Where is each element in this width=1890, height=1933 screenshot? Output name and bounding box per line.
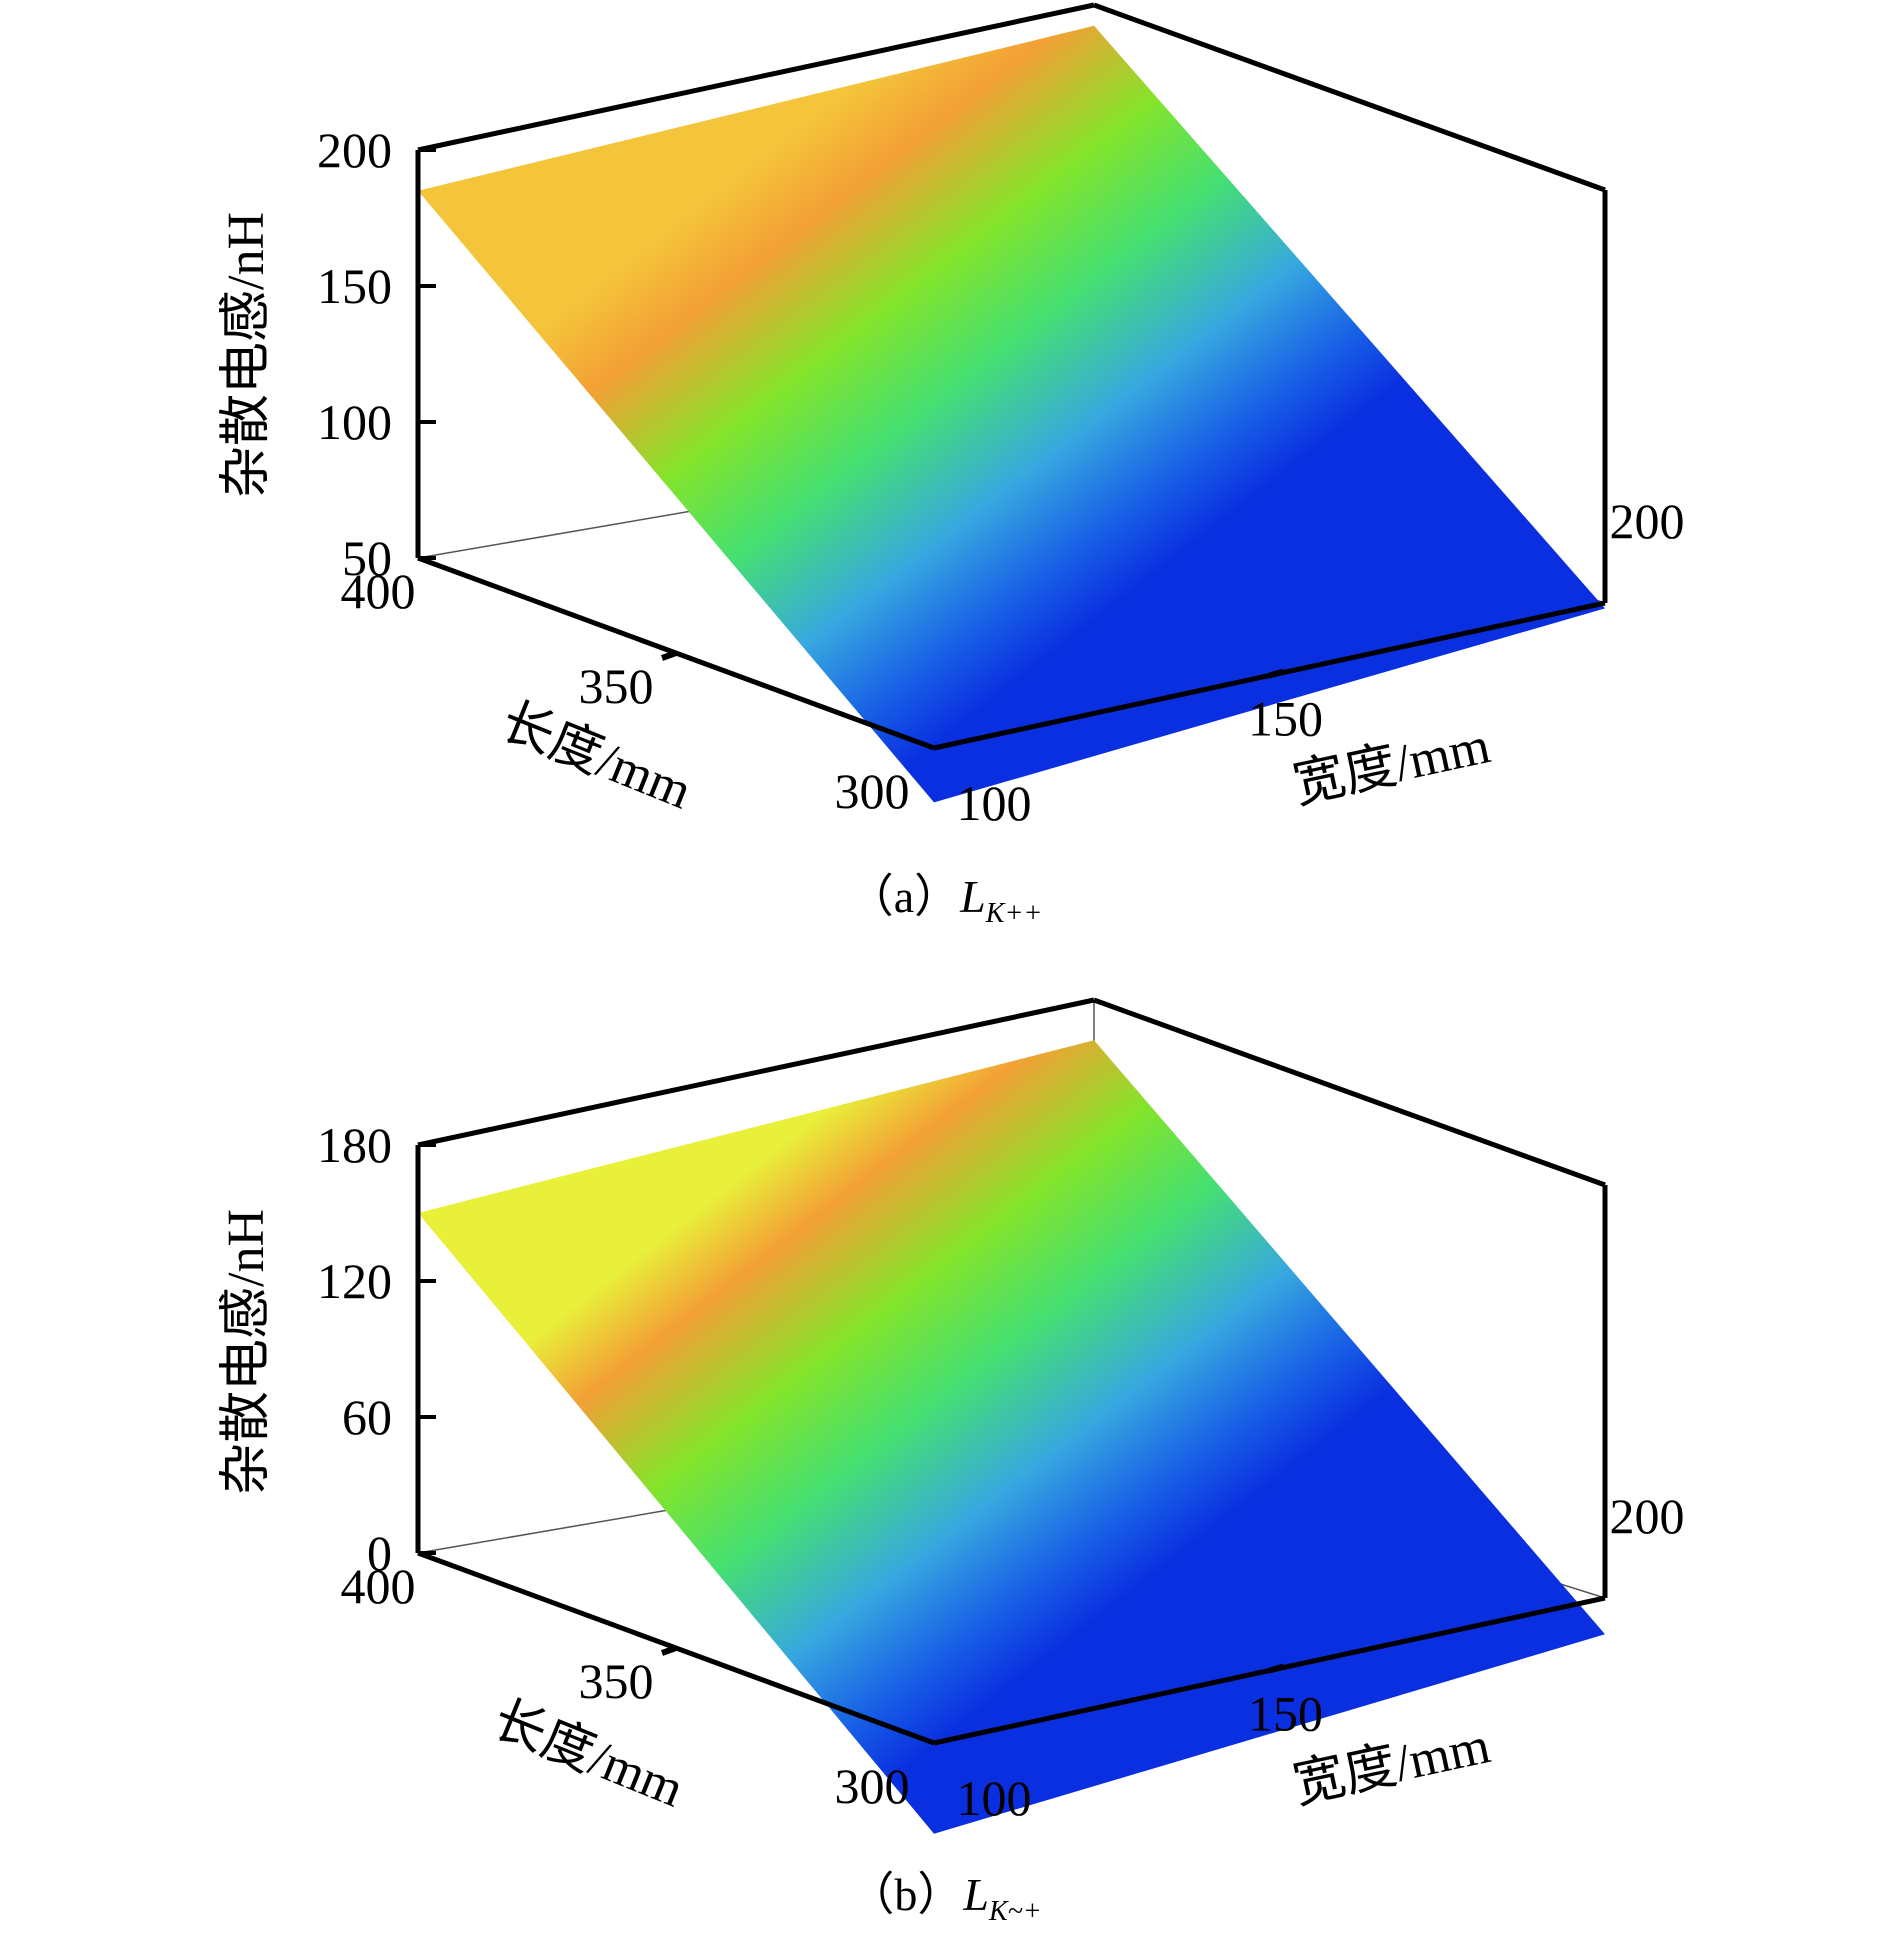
z-ticks: 0 60 120 180 bbox=[317, 1117, 436, 1581]
y-tick-label: 350 bbox=[579, 1653, 654, 1709]
caption-prefix: （a） bbox=[848, 871, 960, 922]
y-tick bbox=[660, 1645, 678, 1656]
y-tick-label: 350 bbox=[579, 658, 654, 714]
y-axis-label: 长度/mm bbox=[485, 1691, 691, 1819]
caption-var: L bbox=[959, 871, 986, 922]
x-tick-label: 200 bbox=[1610, 1488, 1685, 1544]
caption: （a）LK++ bbox=[848, 871, 1042, 929]
z-tick-label: 100 bbox=[317, 394, 392, 450]
z-axis-label: 杂散电感/nH bbox=[218, 1209, 275, 1495]
z-tick-label: 60 bbox=[342, 1389, 392, 1445]
z-tick-label: 120 bbox=[317, 1253, 392, 1309]
z-tick-label: 200 bbox=[317, 122, 392, 178]
z-axis-label: 杂散电感/nH bbox=[218, 212, 275, 498]
x-ticks: 100 150 200 bbox=[957, 493, 1685, 831]
surface bbox=[418, 1040, 1605, 1834]
x-tick-label: 100 bbox=[957, 1770, 1032, 1826]
z-tick-label: 50 bbox=[342, 530, 392, 586]
z-ticks: 50 100 150 200 bbox=[317, 122, 436, 586]
caption-sub: K++ bbox=[985, 898, 1042, 929]
x-tick-label: 200 bbox=[1610, 493, 1685, 549]
y-ticks: 300 350 400 bbox=[341, 563, 910, 819]
panel-b: 0 60 120 180 100 150 200 300 350 400 杂散电感/nH 长度… bbox=[218, 997, 1685, 1927]
x-tick-label: 150 bbox=[1248, 1686, 1323, 1742]
y-tick-label: 300 bbox=[835, 763, 910, 819]
x-ticks: 100 150 200 bbox=[957, 1488, 1685, 1826]
caption-prefix: （b） bbox=[848, 1869, 963, 1920]
caption: （b）LK~+ bbox=[848, 1869, 1041, 1927]
z-tick-label: 0 bbox=[367, 1525, 392, 1581]
z-tick-label: 150 bbox=[317, 258, 392, 314]
x-tick bbox=[1268, 1663, 1285, 1674]
surface bbox=[418, 25, 1605, 803]
y-tick bbox=[660, 650, 678, 661]
caption-var: L bbox=[962, 1869, 989, 1920]
caption-sub: K~+ bbox=[988, 1896, 1042, 1927]
y-tick-label: 400 bbox=[341, 1558, 416, 1614]
z-tick-label: 180 bbox=[317, 1117, 392, 1173]
x-tick bbox=[1268, 668, 1285, 679]
x-tick-label: 150 bbox=[1248, 691, 1323, 747]
x-tick-label: 100 bbox=[957, 775, 1032, 831]
y-tick-label: 300 bbox=[835, 1758, 910, 1814]
y-tick-label: 400 bbox=[341, 563, 416, 619]
y-ticks: 300 350 400 bbox=[341, 1558, 910, 1814]
